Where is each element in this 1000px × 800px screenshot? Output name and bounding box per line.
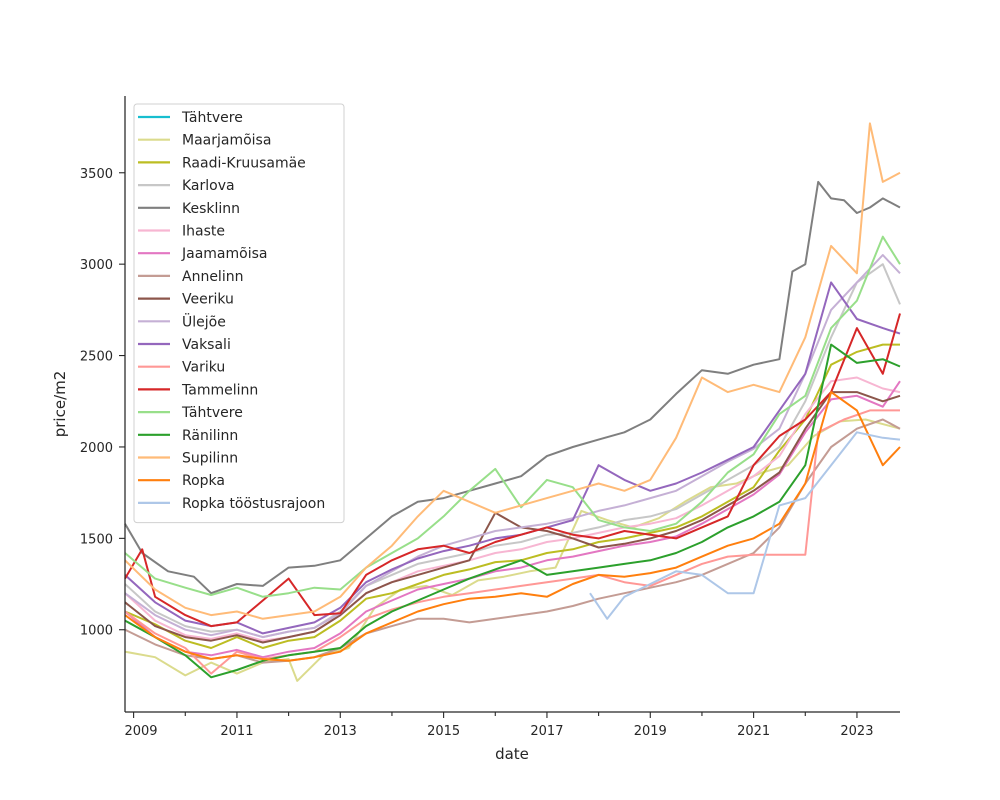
legend-entry: Ülejõe (138, 312, 226, 330)
series-line-13 (124, 235, 901, 598)
legend-entry: Maarjamõisa (138, 133, 271, 149)
series-line-7 (124, 418, 901, 664)
legend-label: Tammelinn (181, 382, 258, 398)
x-tick-label: 2023 (840, 724, 873, 739)
legend-entry: Kesklinn (138, 201, 240, 217)
x-axis-title: date (495, 745, 529, 763)
x-tick-label: 2011 (220, 724, 253, 739)
legend-label: Ihaste (182, 224, 225, 240)
legend-label: Ropka (182, 473, 225, 489)
series-line-9 (124, 254, 901, 639)
legend-entry: Vaksali (138, 337, 231, 353)
y-ticks: 1000 1500 2000 2500 3000 3500 (80, 167, 125, 639)
x-ticks: 2009 2011 2013 2015 2017 2019 2021 2023 (124, 712, 873, 739)
legend-label: Tähtvere (181, 110, 243, 126)
x-tick-label: 2019 (634, 724, 667, 739)
legend-entry: Ihaste (138, 224, 225, 240)
axes: 2009 2011 2013 2015 2017 2019 2021 2023 1000 150… (80, 96, 900, 739)
legend-entry: Karlova (138, 178, 235, 194)
legend-label: Vaksali (182, 337, 231, 353)
legend-label: Variku (182, 360, 225, 376)
legend-entry: Jaamamõisa (138, 246, 267, 262)
legend-label: Jaamamõisa (181, 246, 267, 262)
series-line-4 (124, 180, 901, 595)
legend-frame (133, 103, 345, 524)
series-line-17 (589, 431, 901, 620)
legend-label: Veeriku (182, 292, 234, 308)
y-tick-label: 2500 (80, 350, 113, 365)
series-line-14 (124, 343, 901, 679)
series-line-6 (124, 380, 901, 659)
y-tick-label: 3000 (80, 258, 113, 273)
series-lines (124, 122, 901, 682)
legend-entry: Supilinn (138, 451, 238, 467)
x-tick-label: 2021 (737, 724, 770, 739)
legend-entry: Raadi-Kruusamäe (138, 155, 306, 171)
legend-label: Ränilinn (182, 428, 238, 444)
series-line-16 (124, 391, 901, 662)
series-line-15 (124, 122, 901, 620)
legend-entry: Veeriku (138, 292, 234, 308)
legend-label: Kesklinn (182, 201, 240, 217)
series-line-5 (124, 376, 901, 642)
legend-entry: Tähtvere (138, 110, 243, 126)
legend-label: Tähtvere (181, 405, 243, 421)
legend-label: Raadi-Kruusamäe (182, 155, 306, 171)
x-tick-label: 2015 (427, 724, 460, 739)
y-tick-label: 1000 (80, 624, 113, 639)
x-tick-label: 2017 (530, 724, 563, 739)
legend-label: Ropka tööstusrajoon (182, 496, 325, 512)
legend-label: Supilinn (182, 451, 238, 467)
legend-entry: Tähtvere (138, 405, 243, 421)
series-line-12 (124, 313, 901, 628)
legend-entry: Ropka (138, 473, 225, 489)
legend-label: Ülejõe (182, 312, 226, 330)
legend-entry: Tammelinn (138, 382, 258, 398)
x-tick-label: 2013 (324, 724, 357, 739)
legend-label: Annelinn (182, 269, 243, 285)
y-tick-label: 2000 (80, 441, 113, 456)
legend-label: Karlova (182, 178, 235, 194)
legend-entry: Variku (138, 360, 225, 376)
legend-entry: Ränilinn (138, 428, 238, 444)
y-tick-label: 3500 (80, 167, 113, 182)
legend-label: Maarjamõisa (182, 133, 271, 149)
legend-entry: Ropka tööstusrajoon (138, 496, 325, 512)
legend-entry: Annelinn (138, 269, 243, 285)
y-axis-title: price/m2 (51, 371, 69, 438)
legend: Tähtvere Maarjamõisa Raadi-Kruusamäe Karlov… (133, 103, 345, 524)
y-tick-label: 1500 (80, 532, 113, 547)
x-tick-label: 2009 (124, 724, 157, 739)
